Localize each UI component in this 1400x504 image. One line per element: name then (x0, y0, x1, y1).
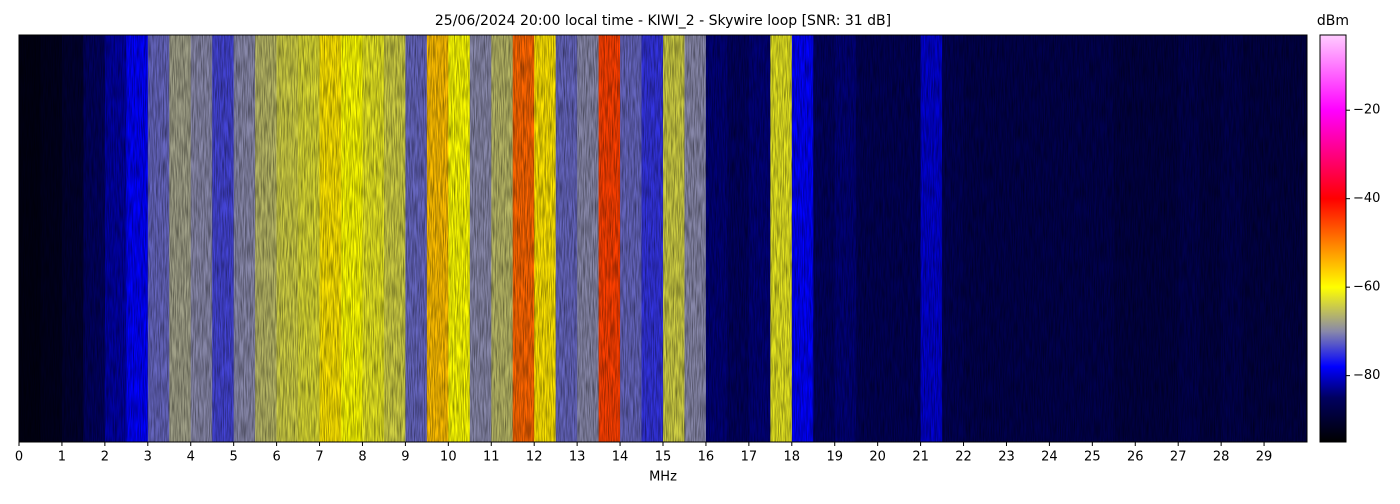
colorbar-label: dBm (1317, 13, 1349, 29)
colorbar-tick-label: −40 (1353, 191, 1380, 206)
x-tick-label: 8 (358, 450, 366, 465)
colorbar-tick-label: −60 (1353, 280, 1380, 295)
colorbar-tick-label: −80 (1353, 368, 1380, 383)
x-tick-label: 6 (272, 450, 280, 465)
x-tick-label: 12 (526, 450, 543, 465)
x-tick-label: 13 (569, 450, 586, 465)
x-tick-label: 5 (230, 450, 238, 465)
x-tick-label: 16 (698, 450, 715, 465)
x-tick-label: 9 (401, 450, 409, 465)
x-tick-label: 15 (655, 450, 672, 465)
colorbar-tick-label: −20 (1353, 103, 1380, 118)
x-tick-label: 0 (15, 450, 23, 465)
x-tick-label: 28 (1213, 450, 1230, 465)
chart-title: 25/06/2024 20:00 local time - KIWI_2 - S… (435, 13, 891, 29)
x-tick-label: 25 (1084, 450, 1101, 465)
x-tick-label: 18 (784, 450, 801, 465)
x-tick-label: 24 (1041, 450, 1058, 465)
x-tick-label: 29 (1256, 450, 1273, 465)
x-tick-label: 19 (826, 450, 843, 465)
x-axis-label: MHz (649, 470, 677, 485)
x-tick-label: 14 (612, 450, 629, 465)
x-tick-label: 4 (187, 450, 195, 465)
x-tick-label: 26 (1127, 450, 1144, 465)
x-tick-label: 3 (144, 450, 152, 465)
x-tick-label: 17 (741, 450, 758, 465)
colorbar (1319, 34, 1347, 443)
x-tick-label: 22 (955, 450, 972, 465)
x-tick-label: 11 (483, 450, 500, 465)
x-tick-label: 7 (315, 450, 323, 465)
x-tick-label: 23 (998, 450, 1015, 465)
x-tick-label: 21 (912, 450, 929, 465)
x-tick-label: 27 (1170, 450, 1187, 465)
x-tick-label: 10 (440, 450, 457, 465)
x-tick-label: 2 (101, 450, 109, 465)
x-tick-label: 20 (869, 450, 886, 465)
speckle-texture (19, 35, 1307, 442)
x-tick-label: 1 (58, 450, 66, 465)
